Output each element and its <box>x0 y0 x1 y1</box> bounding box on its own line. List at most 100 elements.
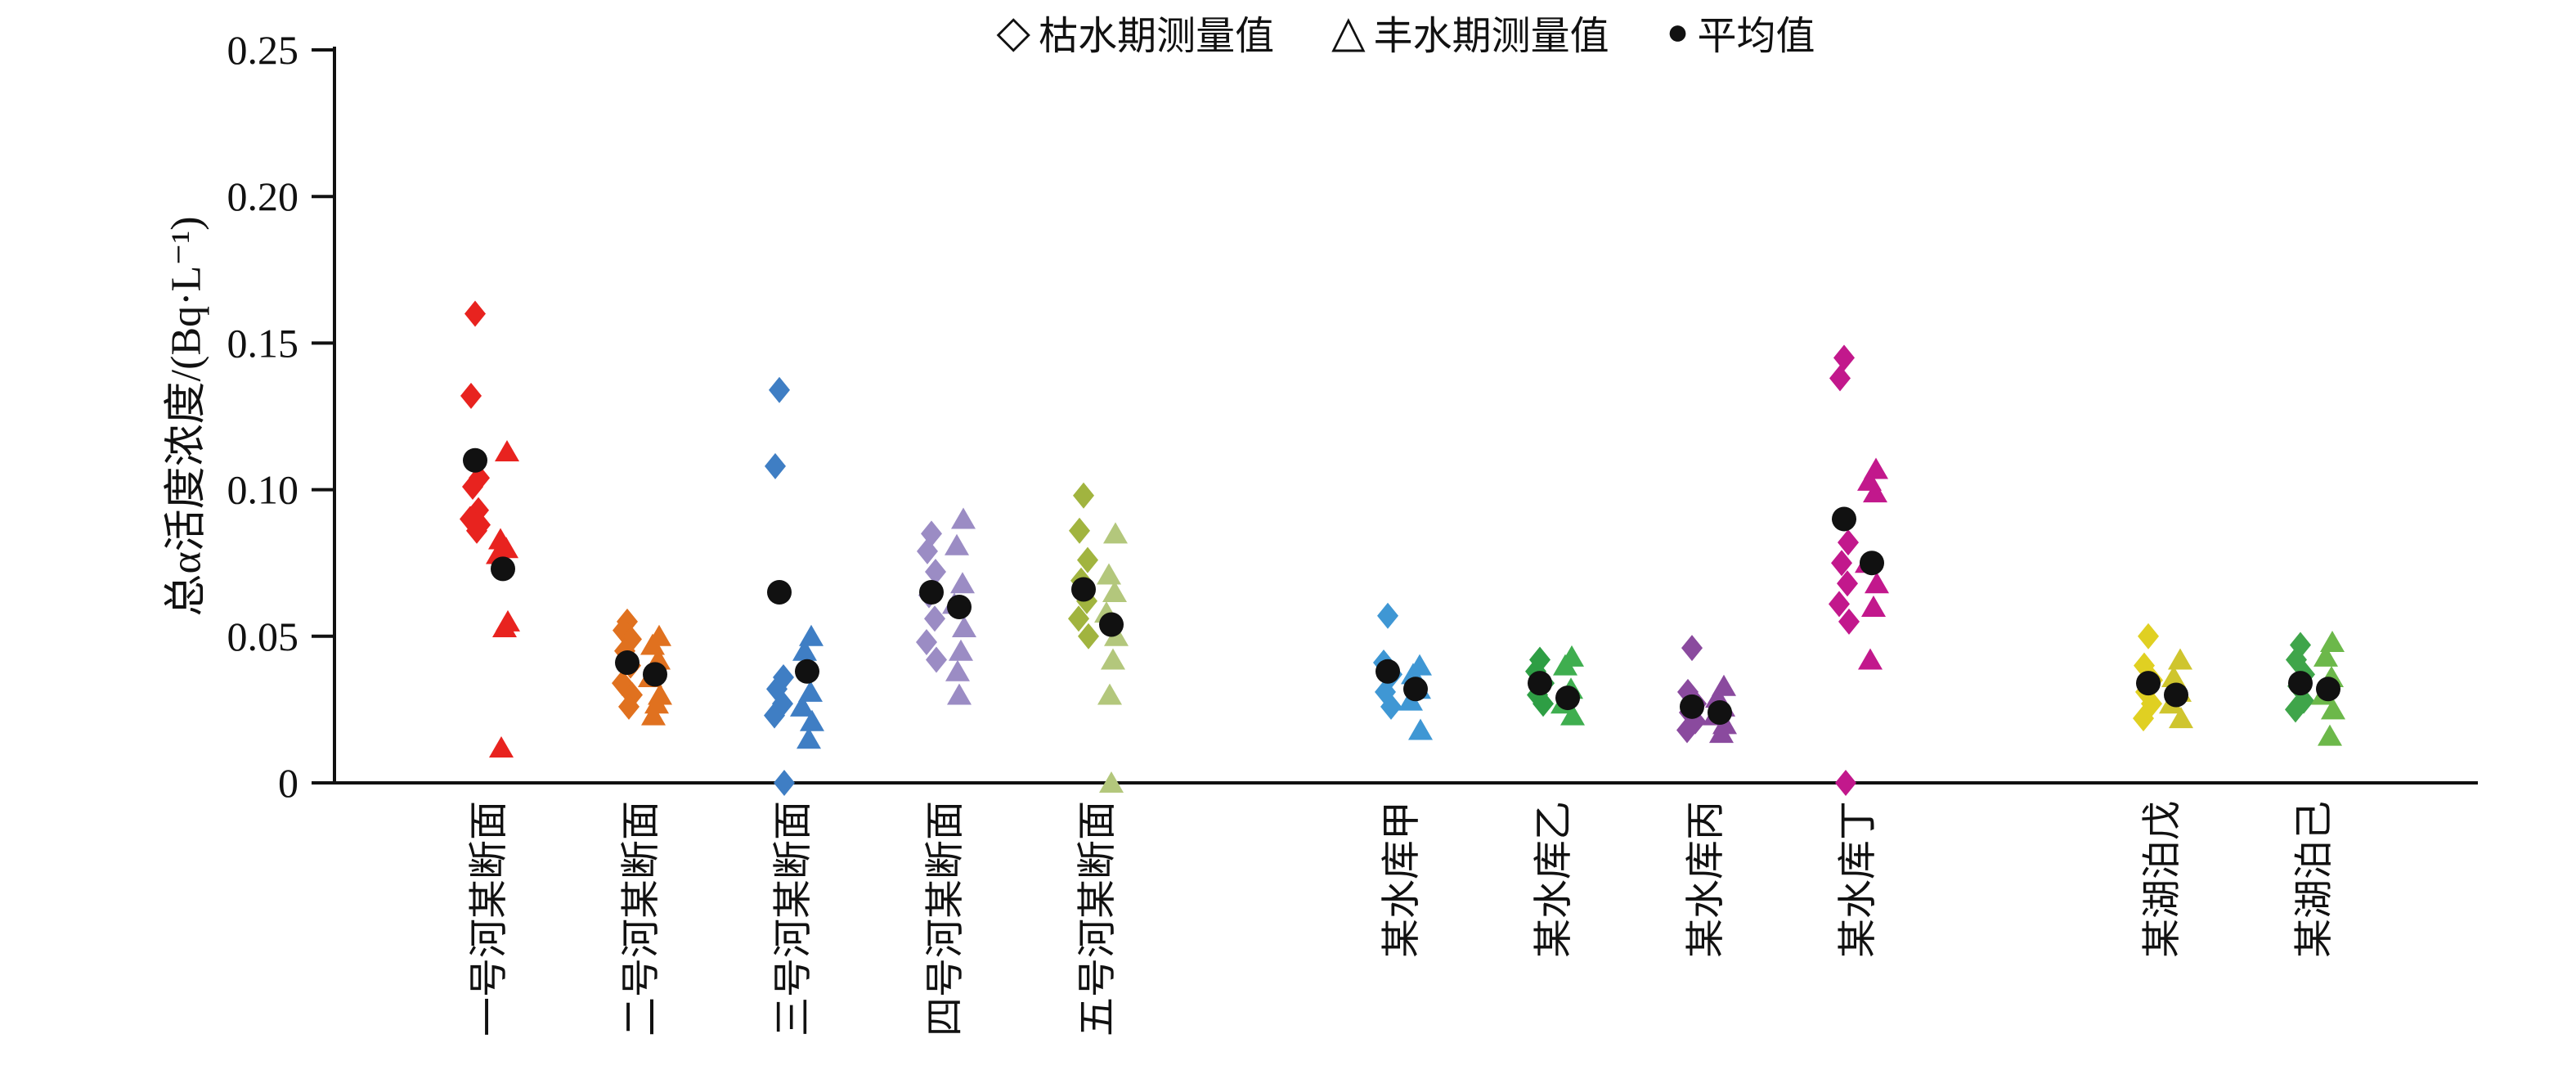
dry-measurement-point <box>1831 550 1852 577</box>
dry-measurement-point <box>1833 344 1855 371</box>
mean-point-dry <box>1528 671 1552 696</box>
wet-measurement-point <box>1103 522 1128 544</box>
mean-point-wet <box>947 594 972 619</box>
legend-label-wet: 丰水期测量值 <box>1373 15 1609 58</box>
dry-measurement-point <box>924 605 945 632</box>
dry-measurement-point <box>1838 608 1860 635</box>
x-category-label: 二号河某断面 <box>620 801 663 1036</box>
dry-measurement-point <box>466 517 487 544</box>
wet-measurement-point <box>495 440 519 462</box>
mean-point-wet <box>1403 677 1428 702</box>
wet-measurement-point <box>492 616 517 638</box>
dry-measurement-point <box>2133 705 2154 732</box>
x-category-label: 三号河某断面 <box>772 801 815 1036</box>
dry-measurement-point <box>926 646 947 673</box>
mean-point-dry <box>463 447 487 473</box>
mean-point-wet <box>1708 699 1732 725</box>
wet-measurement-point <box>1560 704 1585 726</box>
dry-measurement-point <box>1837 570 1858 597</box>
legend-item-dry: ◇ 枯水期测量值 <box>997 3 1275 61</box>
y-tick-label: 0 <box>278 760 298 806</box>
wet-measurement-point <box>792 639 817 661</box>
open-triangle-icon: △ <box>1331 7 1366 56</box>
mean-point-wet <box>1099 612 1124 637</box>
dry-measurement-point <box>1068 605 1089 632</box>
wet-measurement-point <box>945 659 970 681</box>
dry-measurement-point <box>460 382 482 409</box>
y-tick-label: 0.20 <box>227 173 299 219</box>
mean-point-wet <box>2164 682 2188 708</box>
dry-measurement-point <box>1077 546 1098 573</box>
dry-measurement-point <box>916 628 937 655</box>
mean-point-wet <box>1555 686 1580 711</box>
mean-point-dry <box>767 580 792 605</box>
mean-point-wet <box>1860 551 1884 576</box>
wet-measurement-point <box>797 727 821 749</box>
wet-measurement-point <box>489 735 514 758</box>
x-category-label: 某水库丙 <box>1685 801 1728 958</box>
open-diamond-icon: ◇ <box>996 7 1031 56</box>
category-group-9: 某水库丁 <box>1829 344 1889 958</box>
x-category-label: 某湖泊戊 <box>2141 801 2184 958</box>
mean-point-dry <box>1832 506 1856 532</box>
dry-measurement-point <box>765 452 786 479</box>
category-group-4: 四号河某断面 <box>916 507 976 1036</box>
x-category-label: 一号河某断面 <box>468 801 511 1036</box>
x-category-label: 某湖泊己 <box>2293 801 2336 958</box>
mean-point-dry <box>919 580 944 605</box>
legend-item-mean: ● 平均值 <box>1667 3 1815 61</box>
x-category-label: 某水库甲 <box>1380 801 1424 958</box>
wet-measurement-point <box>798 680 823 702</box>
category-group-5: 五号河某断面 <box>1068 482 1129 1036</box>
dry-measurement-point <box>1380 693 1402 720</box>
dry-measurement-point <box>774 770 795 796</box>
dry-measurement-point <box>2138 623 2159 650</box>
mean-point-wet <box>795 659 819 684</box>
x-category-label: 四号河某断面 <box>924 801 967 1036</box>
dry-measurement-point <box>464 300 486 327</box>
x-category-label: 某水库丁 <box>1837 801 1880 958</box>
wet-measurement-point <box>945 533 969 555</box>
mean-point-wet <box>643 662 667 687</box>
dry-measurement-point <box>925 558 946 585</box>
y-tick-label: 0.10 <box>227 467 299 513</box>
dry-measurement-point <box>618 693 640 720</box>
wet-measurement-point <box>1863 481 1887 503</box>
category-group-6: 某水库甲 <box>1373 602 1433 958</box>
dry-measurement-point <box>1073 482 1094 509</box>
wet-measurement-point <box>1097 683 1122 705</box>
mean-point-dry <box>2288 671 2313 696</box>
y-tick-label: 0.15 <box>227 320 299 366</box>
category-group-10: 某湖泊戊 <box>2133 623 2193 958</box>
wet-measurement-point <box>1102 581 1127 603</box>
category-group-2: 二号河某断面 <box>612 608 672 1036</box>
category-group-8: 某水库丙 <box>1676 635 1737 958</box>
dry-measurement-point <box>1078 623 1099 650</box>
mean-point-wet <box>491 556 515 582</box>
dry-measurement-point <box>769 376 790 403</box>
legend-label-dry: 枯水期测量值 <box>1039 15 1275 58</box>
y-tick-label: 0.05 <box>227 614 299 659</box>
wet-measurement-point <box>1097 563 1121 585</box>
wet-measurement-point <box>1408 718 1433 740</box>
wet-measurement-point <box>949 639 973 661</box>
wet-measurement-point <box>2318 724 2342 746</box>
wet-measurement-point <box>2320 630 2345 652</box>
wet-measurement-point <box>1553 654 1577 676</box>
wet-measurement-point <box>950 572 975 594</box>
wet-measurement-point <box>641 704 666 726</box>
dry-measurement-point <box>1533 690 1554 717</box>
wet-measurement-point <box>952 616 976 638</box>
dry-measurement-point <box>1829 591 1850 618</box>
dry-measurement-point <box>917 537 938 564</box>
dry-measurement-point <box>1069 517 1090 544</box>
wet-measurement-point <box>1099 771 1124 793</box>
mean-point-dry <box>1071 577 1096 602</box>
wet-measurement-point <box>800 709 824 731</box>
mean-point-dry <box>1680 694 1704 719</box>
dry-measurement-point <box>764 702 785 729</box>
mean-point-wet <box>2316 677 2340 702</box>
x-category-label: 某水库乙 <box>1533 801 1576 958</box>
